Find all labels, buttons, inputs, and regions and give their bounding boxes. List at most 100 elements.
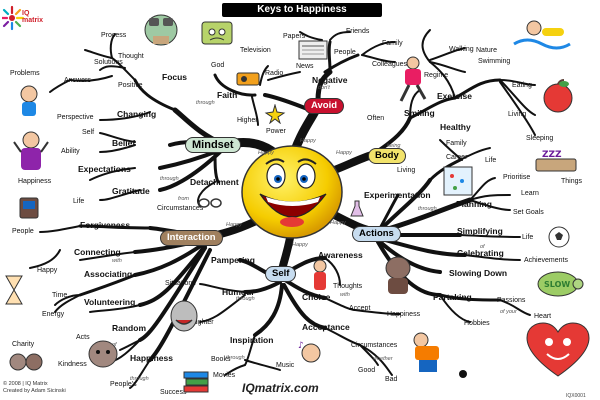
node-things: Things [561, 178, 583, 185]
connector-through-5: through [226, 355, 245, 361]
binoculars-man-illustration [137, 6, 185, 51]
kind-dog-illustration [86, 338, 120, 375]
node-peoples: People's [110, 381, 137, 388]
sleep-zzz-icon: ZZZ [535, 150, 577, 172]
branch-avoid: Avoid [304, 98, 345, 114]
node-books: Books [211, 356, 231, 363]
node-ability: Ability [61, 148, 80, 155]
apple-character-illustration [538, 78, 578, 119]
node-acts: Acts [76, 334, 90, 341]
connector-happy-5: Happy [292, 242, 308, 248]
connector-through-2: through [160, 176, 179, 182]
node-volunteering: Volunteering [84, 297, 136, 307]
logo-text: IQ matrix [22, 10, 43, 24]
jogging-woman-illustration [395, 55, 431, 110]
flask-icon [350, 200, 364, 217]
node-happiness-i: Happiness [130, 353, 173, 363]
node-circumstances-m: Circumstances [157, 205, 204, 212]
node-power: Power [266, 128, 286, 135]
binoculars-icon [144, 14, 178, 46]
connector-through-4: through [236, 296, 255, 302]
node-life-actions: Life [522, 234, 534, 241]
dogs-illustration [8, 348, 44, 379]
thinking-kid-illustration [16, 84, 42, 123]
node-hobbies: Hobbies [464, 320, 490, 327]
node-negative: Negative [312, 75, 348, 85]
node-experimentation: Experimentation [364, 190, 431, 200]
node-sleeping: Sleeping [526, 135, 554, 142]
node-living: Living [508, 111, 527, 118]
map-code: IQX0001 [566, 393, 586, 399]
node-partaking: Partaking [433, 292, 472, 302]
node-pampering: Pampering [211, 255, 255, 265]
swimmer-icon [513, 20, 571, 50]
node-family-top: Family [382, 40, 403, 47]
svg-text:ZZZ: ZZZ [542, 150, 562, 160]
node-prioritise: Prioritise [503, 174, 531, 181]
node-problems: Problems [10, 70, 40, 77]
node-situations: Situations [165, 280, 196, 287]
node-life-m: Life [73, 198, 85, 205]
node-associating: Associating [84, 269, 133, 279]
node-solutions: Solutions [94, 59, 123, 66]
bowler-illustration [405, 330, 471, 385]
node-people-i: People [12, 228, 34, 235]
iqmatrix-logo: IQ matrix [0, 2, 46, 42]
node-process: Process [101, 32, 127, 39]
branch-body: Body [368, 148, 406, 164]
music-note-icon: ♪ [298, 341, 321, 363]
node-passions: Passions [497, 297, 526, 304]
sparkle-icon [264, 103, 286, 125]
branch-interaction: Interaction [160, 230, 223, 246]
connector-through-6: through [130, 376, 149, 382]
node-self-m: Self [82, 129, 95, 136]
node-celebrating: Celebrating [457, 248, 504, 258]
connector-with: with [340, 292, 350, 298]
books-icon [183, 371, 209, 393]
node-papers: Papers [283, 33, 306, 40]
bowling-man-icon [413, 332, 467, 378]
node-focus: Focus [162, 72, 188, 82]
heart-icon [526, 322, 590, 377]
node-connecting: Connecting [74, 247, 121, 257]
node-laughter: Laughter [186, 319, 214, 326]
node-friends: Friends [346, 28, 370, 35]
hourglass-icon [5, 275, 23, 305]
node-answers: Answers [64, 77, 91, 84]
connector-happy-3: Happy [226, 222, 242, 228]
person-icon [313, 259, 327, 290]
flask-illustration [350, 200, 364, 223]
laughing-dog-illustration [167, 298, 201, 341]
connector-with-2: with [112, 258, 122, 264]
soccer-ball-illustration [548, 226, 570, 253]
node-family-mid: Family [446, 140, 467, 147]
node-charity: Charity [12, 341, 35, 348]
connector-of-your: of your [500, 309, 517, 315]
node-often: Often [367, 115, 385, 122]
book-stack-illustration [183, 370, 209, 399]
connector-of: of [480, 244, 485, 250]
node-simplifying: Simplifying [457, 226, 503, 236]
copyright-footer: © 2008 | IQ Matrix Created by Adam Sicin… [3, 381, 66, 395]
dog-icon [385, 256, 411, 294]
branch-self: Self [265, 266, 297, 282]
node-nature: Nature [476, 47, 498, 54]
kindness-dog-icon [88, 340, 118, 368]
node-swimming: Swimming [478, 58, 511, 65]
node-slowing-down: Slowing Down [449, 268, 508, 278]
map-title: Keys to Happiness [222, 3, 382, 17]
node-living-body: Living [397, 167, 416, 174]
dog-pair-icon [9, 353, 43, 371]
connector-being: being [387, 143, 401, 149]
node-good: Good [358, 367, 376, 374]
calendar-chart-illustration [443, 166, 473, 201]
node-random: Random [112, 323, 146, 333]
node-happiness-m: Happiness [18, 178, 52, 185]
node-accept: Accept [349, 305, 371, 312]
sleeping-zzz-illustration: ZZZ [534, 145, 578, 180]
node-thoughts: Thoughts [333, 283, 363, 290]
node-bad: Bad [385, 376, 398, 383]
connector-through-1: through [196, 100, 215, 106]
higher-power-illustration [264, 103, 286, 129]
